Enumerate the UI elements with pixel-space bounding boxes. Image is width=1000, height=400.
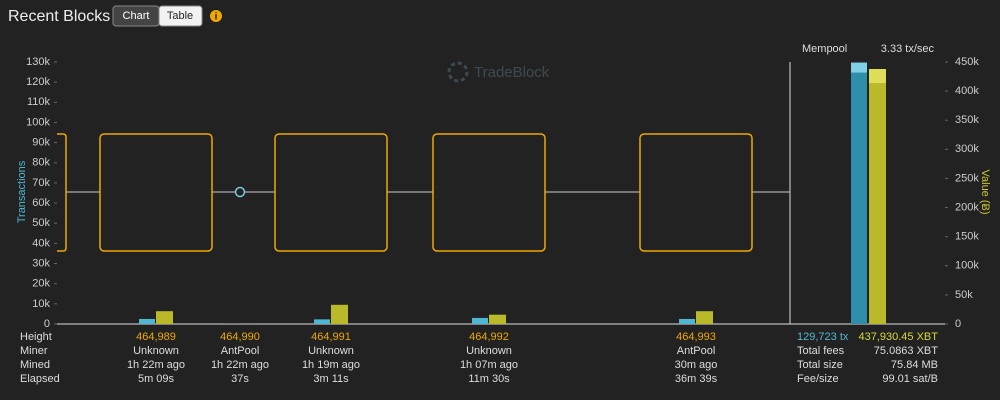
block-height: 464,989: [136, 331, 176, 343]
block-elapsed: 11m 30s: [468, 373, 510, 385]
chart-button-label[interactable]: Chart: [123, 10, 150, 22]
chart-title: Recent Blocks: [8, 8, 110, 25]
block-miner: AntPool: [221, 345, 260, 357]
mempool-stat-label: Total fees: [797, 345, 845, 357]
block-miner: Unknown: [466, 345, 512, 357]
y-tick-label: 40k: [32, 237, 50, 249]
block-miner: AntPool: [677, 345, 716, 357]
value-bar: [696, 311, 713, 324]
mempool-rate: 3.33 tx/sec: [881, 43, 935, 55]
y-tick-label: 50k: [32, 217, 50, 229]
row-label: Miner: [20, 345, 48, 357]
y-tick-label: 60k: [32, 197, 50, 209]
y2-tick-label: 200k: [955, 201, 979, 213]
y2-tick-label: 0: [955, 318, 961, 330]
y2-tick-label: 450k: [955, 56, 979, 68]
y2-tick-label: 100k: [955, 260, 979, 272]
value-bar: [489, 314, 506, 324]
block-mined: 30m ago: [675, 359, 718, 371]
y-tick-label: 80k: [32, 157, 50, 169]
mempool-transactions: 129,723 tx: [797, 331, 849, 343]
block-mined: 1h 22m ago: [127, 359, 185, 371]
row-label: Elapsed: [20, 373, 60, 385]
block-box[interactable]: [99, 133, 213, 252]
block-node[interactable]: [234, 186, 246, 198]
block-height: 464,991: [311, 331, 351, 343]
block-shapes: [57, 133, 753, 252]
block-elapsed: 5m 09s: [138, 373, 175, 385]
block-miner: Unknown: [308, 345, 354, 357]
table-button[interactable]: [158, 5, 203, 27]
mempool-stat-label: Fee/size: [797, 373, 839, 385]
transaction-bar: [679, 318, 695, 324]
block-mined: 1h 22m ago: [211, 359, 269, 371]
y2-tick-label: 150k: [955, 231, 979, 243]
watermark: TradeBlock: [474, 64, 550, 81]
y-tick-label: 110k: [27, 96, 51, 108]
transaction-bar: [314, 319, 330, 324]
y2-tick-label: 300k: [955, 143, 979, 155]
mempool-stat-value: 99.01 sat/B: [882, 373, 938, 385]
view-toggle: Chart Table: [112, 5, 203, 27]
row-label: Mined: [20, 359, 50, 371]
y-axis-title: Transactions: [16, 160, 28, 223]
y-tick-label: 90k: [32, 137, 50, 149]
y-tick-label: 70k: [32, 177, 50, 189]
y-tick-label: 0: [44, 318, 50, 330]
y2-axis-title: Value (Ƀ): [979, 169, 991, 214]
mempool-value: 437,930.45 XBT: [858, 331, 938, 343]
block-mined: 1h 07m ago: [460, 359, 518, 371]
info-icon-glyph: i: [215, 12, 218, 23]
value-bar: [331, 304, 348, 324]
y-tick-label: 10k: [32, 298, 50, 310]
block-height: 464,992: [469, 331, 509, 343]
transaction-bar: [472, 317, 488, 324]
y-tick-label: 130k: [26, 56, 50, 68]
mempool-title: Mempool: [802, 43, 847, 55]
block-elapsed: 36m 39s: [675, 373, 718, 385]
y2-tick-label: 250k: [955, 172, 979, 184]
y2-tick-label: 350k: [955, 114, 979, 126]
block-box[interactable]: [639, 133, 753, 252]
row-label: Height: [20, 331, 52, 343]
block-box[interactable]: [274, 133, 388, 252]
block-box: [57, 133, 67, 252]
watermark-logo: [447, 61, 469, 83]
y-tick-label: 100k: [26, 116, 50, 128]
value-bar: [156, 311, 173, 324]
mempool-value-bar: [869, 69, 886, 324]
mempool-stat-value: 75.84 MB: [891, 359, 938, 371]
block-box[interactable]: [432, 133, 546, 252]
y2-tick-label: 400k: [955, 85, 979, 97]
mempool-stat-label: Total size: [797, 359, 843, 371]
mempool-stat-value: 75.0863 XBT: [874, 345, 938, 357]
block-elapsed: 3m 11s: [313, 373, 349, 385]
y-tick-label: 20k: [32, 278, 50, 290]
transaction-bar: [139, 318, 155, 324]
block-height: 464,990: [220, 331, 260, 343]
mempool-transaction-bar: [851, 62, 867, 325]
block-height: 464,993: [676, 331, 716, 343]
block-elapsed: 37s: [231, 373, 249, 385]
mempool-value-cap: [869, 69, 886, 84]
y-tick-label: 30k: [32, 257, 50, 269]
info-icon[interactable]: [210, 10, 222, 22]
y2-tick-label: 50k: [955, 289, 973, 301]
table-button-label[interactable]: Table: [167, 10, 193, 22]
block-mined: 1h 19m ago: [302, 359, 360, 371]
mempool-transaction-cap: [851, 62, 867, 73]
y-tick-label: 120k: [26, 76, 50, 88]
block-miner: Unknown: [133, 345, 179, 357]
